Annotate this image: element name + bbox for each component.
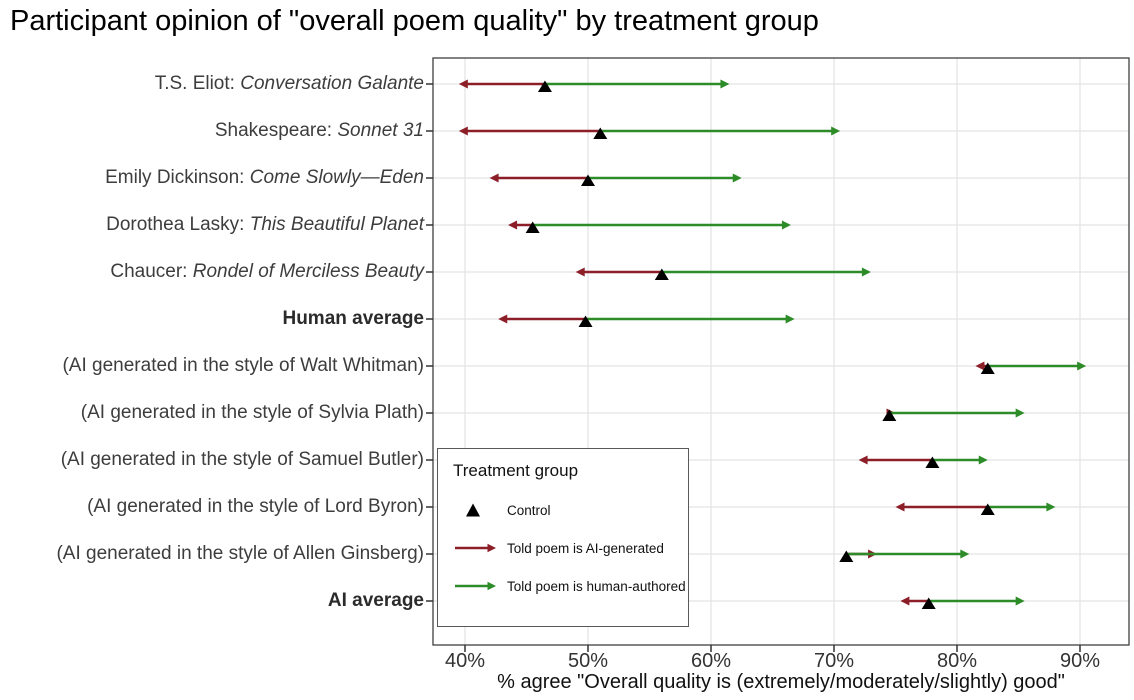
- arrow-told-ai-generated-head: [900, 596, 910, 606]
- control-marker: [980, 503, 995, 515]
- control-marker: [537, 80, 552, 92]
- control-marker: [593, 127, 608, 139]
- panel-border: [432, 57, 1130, 646]
- arrow-told-human-authored-head: [781, 220, 791, 230]
- category-label: (AI generated in the style of Lord Byron…: [87, 496, 424, 517]
- x-tick-label: 80%: [936, 650, 978, 672]
- arrow-told-human-authored-head: [732, 173, 742, 183]
- legend-item: Told poem is AI-generated: [438, 529, 688, 567]
- control-marker: [980, 362, 995, 374]
- arrow-told-ai-generated-head: [895, 502, 905, 512]
- category-label: Chaucer: Rondel of Merciless Beauty: [110, 261, 424, 282]
- arrow-told-ai-generated-head: [508, 220, 518, 230]
- x-axis-title: % agree "Overall quality is (extremely/m…: [497, 671, 1065, 693]
- arrow-right-icon: [455, 581, 496, 591]
- control-marker: [654, 268, 669, 280]
- arrow-told-human-authored-head: [831, 126, 841, 136]
- arrow-told-human-authored-head: [1046, 502, 1056, 512]
- arrow-told-ai-generated-head: [575, 267, 585, 277]
- legend-items: Control Told poem is AI-generated Told poe…: [438, 491, 688, 605]
- category-label: (AI generated in the style of Walt Whitm…: [62, 355, 424, 376]
- category-label: Human average: [282, 308, 424, 329]
- category-label: Dorothea Lasky: This Beautiful Planet: [106, 214, 424, 235]
- category-label: (AI generated in the style of Sylvia Pla…: [80, 402, 424, 423]
- category-label: (AI generated in the style of Samuel But…: [60, 449, 424, 470]
- arrow-told-ai-generated-head: [858, 455, 868, 465]
- arrow-told-ai-generated-head: [458, 79, 468, 89]
- control-marker: [925, 456, 940, 468]
- x-tick-label: 50%: [567, 650, 609, 672]
- arrow-told-human-authored-head: [960, 549, 970, 559]
- x-tick-label: 90%: [1059, 650, 1101, 672]
- legend-item: Told poem is human-authored: [438, 567, 688, 605]
- control-marker: [882, 409, 897, 421]
- arrow-told-human-authored-head: [861, 267, 871, 277]
- category-label: AI average: [327, 590, 424, 611]
- triangle-icon: [466, 503, 480, 517]
- legend-title: Treatment group: [453, 461, 579, 480]
- arrow-told-ai-generated-head: [975, 361, 985, 371]
- chart-title: Participant opinion of "overall poem qua…: [10, 5, 819, 37]
- arrow-told-ai-generated-head: [498, 314, 508, 324]
- category-label: (AI generated in the style of Allen Gins…: [56, 543, 424, 564]
- x-tick-label: 40%: [444, 650, 486, 672]
- control-marker: [839, 550, 854, 562]
- arrow-told-ai-generated-head: [458, 126, 468, 136]
- legend-item: Control: [438, 491, 688, 529]
- arrow-told-human-authored-head: [785, 314, 795, 324]
- arrow-told-human-authored-head: [720, 79, 730, 89]
- x-tick-label: 70%: [813, 650, 855, 672]
- arrow-right-icon: [455, 543, 496, 553]
- arrow-told-human-authored-head: [1015, 596, 1025, 606]
- legend: Treatment group Control Told poem is AI-g…: [437, 448, 689, 627]
- category-label: Emily Dickinson: Come Slowly—Eden: [105, 167, 424, 188]
- control-marker: [578, 315, 593, 327]
- x-tick-label: 60%: [690, 650, 732, 672]
- category-label: T.S. Eliot: Conversation Galante: [154, 73, 424, 94]
- arrow-told-ai-generated-head: [489, 173, 499, 183]
- category-label: Shakespeare: Sonnet 31: [214, 120, 424, 141]
- arrow-told-human-authored-head: [1015, 408, 1025, 418]
- control-marker: [921, 597, 936, 609]
- legend-item-label: Control: [507, 502, 551, 518]
- legend-item-label: Told poem is human-authored: [507, 578, 686, 594]
- control-marker: [525, 221, 540, 233]
- arrow-told-human-authored-head: [978, 455, 988, 465]
- legend-item-label: Told poem is AI-generated: [507, 540, 664, 556]
- arrow-told-human-authored-head: [1077, 361, 1087, 371]
- control-marker: [581, 174, 595, 186]
- y-axis-labels: T.S. Eliot: Conversation Galante Shakespe…: [0, 0, 430, 700]
